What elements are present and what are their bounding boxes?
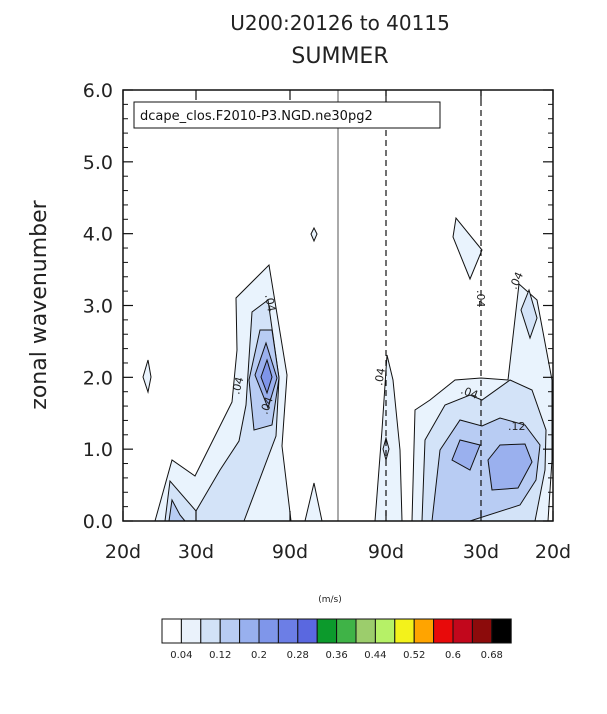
colorbar-swatch <box>258 618 279 644</box>
colorbar-swatch <box>219 618 241 644</box>
contour-fill-small-c <box>304 482 323 522</box>
colorbar-swatch <box>336 618 357 644</box>
y-tick-label: 1.0 <box>83 439 113 461</box>
colorbar-label: 0.28 <box>287 650 309 661</box>
colorbar-swatch <box>161 618 182 644</box>
contour-label: .04 <box>229 376 246 396</box>
colorbar-swatch <box>239 618 260 644</box>
colorbar-label: 0.6 <box>445 650 461 661</box>
colorbar <box>161 618 512 644</box>
colorbar-label: 0.68 <box>481 650 503 661</box>
y-tick-label: 2.0 <box>83 367 113 389</box>
contour-fill-mid-right-inner <box>382 436 390 462</box>
contour-fill-left-mid <box>164 299 280 522</box>
colorbar-swatch <box>491 618 512 644</box>
colorbar-swatch <box>316 618 338 644</box>
x-tick-label: 90d <box>272 541 308 563</box>
y-axis-ticks: 0.0 1.0 2.0 3.0 4.0 5.0 6.0 <box>83 80 553 533</box>
colorbar-label: 0.12 <box>209 650 231 661</box>
contour-label: .04 <box>262 293 278 312</box>
colorbar-swatch <box>374 618 396 644</box>
colorbar-swatch <box>297 618 318 644</box>
contour-fill-right-top <box>452 216 483 281</box>
colorbar-swatch <box>433 618 454 644</box>
colorbar-swatch <box>277 618 299 644</box>
units-label: (m/s) <box>318 595 342 605</box>
y-axis-label: zonal wavenumber <box>27 199 52 409</box>
contour-label: .04 <box>474 290 487 308</box>
contour-labels: .04 .04 .04 .04 .04 .04 .04 .12 <box>229 270 526 433</box>
contour-label: .04 <box>372 367 388 386</box>
colorbar-swatch <box>394 618 415 644</box>
contour-fill-right-16b <box>487 443 533 491</box>
contour-fills <box>142 216 553 522</box>
colorbar-swatch <box>471 618 493 644</box>
colorbar-swatch <box>200 618 221 644</box>
contour-fill-small-b <box>310 226 318 243</box>
x-tick-label: 30d <box>178 541 214 563</box>
contour-fill-right-16 <box>451 439 481 471</box>
y-tick-label: 0.0 <box>83 511 113 533</box>
colorbar-label: 0.52 <box>403 650 425 661</box>
contour-label: .04 <box>459 384 480 402</box>
x-tick-label: 20d <box>535 541 571 563</box>
chart-title: U200:20126 to 40115 <box>230 11 450 35</box>
x-tick-label: 20d <box>105 541 141 563</box>
x-axis-ticks: 20d 30d 90d 90d 30d 20d <box>105 90 571 563</box>
x-tick-label: 30d <box>463 541 499 563</box>
colorbar-label: 0.2 <box>251 650 267 661</box>
colorbar-swatch <box>355 618 376 644</box>
colorbar-swatch <box>452 618 473 644</box>
contour-label: .12 <box>508 420 526 433</box>
colorbar-labels: 0.04 0.12 0.2 0.28 0.36 0.44 0.52 0.6 0.68 <box>170 650 503 661</box>
y-tick-label: 4.0 <box>83 224 113 246</box>
colorbar-label: 0.44 <box>364 650 386 661</box>
legend-label: dcape_clos.F2010-P3.NGD.ne30pg2 <box>140 109 373 124</box>
colorbar-swatch <box>413 618 435 644</box>
colorbar-swatch <box>180 618 202 644</box>
colorbar-label: 0.04 <box>170 650 192 661</box>
y-tick-label: 5.0 <box>83 152 113 174</box>
contour-fill-small-a <box>142 359 152 394</box>
chart-subtitle: SUMMER <box>291 44 388 69</box>
x-tick-label: 90d <box>368 541 404 563</box>
colorbar-label: 0.36 <box>325 650 347 661</box>
y-tick-label: 3.0 <box>83 296 113 318</box>
y-tick-label: 6.0 <box>83 80 113 102</box>
contour-fill-left-20 <box>260 358 273 395</box>
legend-box <box>133 101 441 129</box>
contour-fill-right-08b <box>520 288 538 340</box>
contour-label: .04 <box>258 395 276 416</box>
